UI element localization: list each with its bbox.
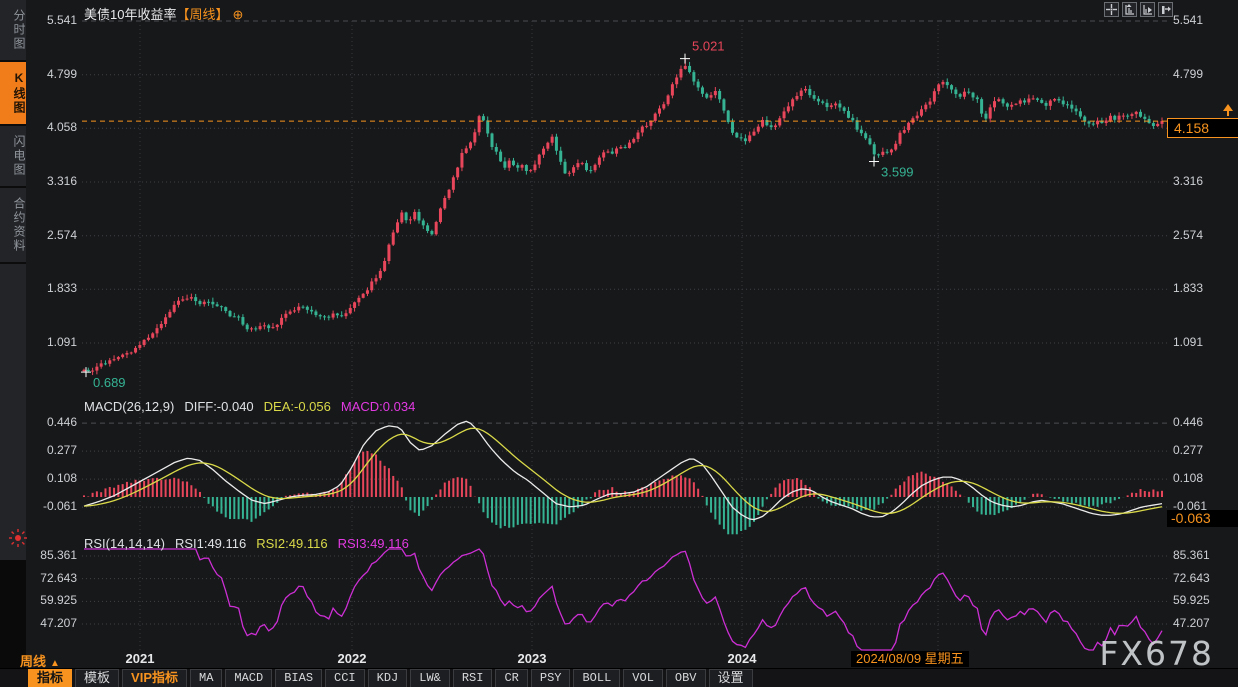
chart-title-row: 美债10年收益率【周线】 ⊕	[84, 4, 243, 23]
chart-plot-area[interactable]: 0.689 5.021 3.599	[0, 0, 1238, 652]
rsi3-value: RSI3:49.116	[337, 536, 409, 551]
toolbar-item-1[interactable]: 模板	[75, 668, 120, 687]
main-axis-right-4.799: 4.799	[1173, 66, 1204, 81]
main-axis-right-5.541: 5.541	[1173, 13, 1204, 27]
macd-dea-line	[83, 427, 1163, 515]
crosshair-icon[interactable]	[1104, 2, 1119, 17]
rsi-axis-right-59.925: 59.925	[1173, 593, 1210, 608]
main-axis-left-4.058: 4.058	[46, 120, 77, 135]
toolbar-item-10[interactable]: CR	[495, 668, 528, 687]
scale-right-icon[interactable]	[1140, 2, 1155, 17]
macd-axis-left-0.108: 0.108	[46, 471, 77, 486]
macd-diff-line	[83, 420, 1163, 521]
macd-axis-right-0.277: 0.277	[1173, 443, 1204, 458]
toolbar-item-5[interactable]: BIAS	[275, 668, 323, 687]
timeframe-tag: 【周线】	[176, 7, 229, 22]
x-axis-row: 周线▲ 20212022202320242025 2024/08/09 星期五	[0, 651, 1238, 669]
macd-dea-value: DEA:-0.056	[263, 399, 331, 414]
rsi-line	[84, 548, 1163, 651]
sidebar-tab-1[interactable]: K线图	[0, 62, 26, 126]
add-indicator-icon[interactable]: ⊕	[232, 7, 244, 22]
jump-to-end-icon[interactable]	[1158, 2, 1173, 17]
macd-axis-right-0.108: 0.108	[1173, 471, 1204, 486]
cursor-date-box: 2024/08/09 星期五	[851, 651, 969, 667]
macd-axis-left-0.277: 0.277	[46, 443, 77, 458]
toolbar-item-7[interactable]: KDJ	[367, 668, 408, 687]
macd-bar-value: MACD:0.034	[340, 399, 416, 414]
main-axis-left-4.799: 4.799	[46, 66, 77, 81]
toolbar-item-9[interactable]: RSI	[452, 668, 493, 687]
x-axis-year-2024: 2024	[727, 651, 757, 666]
macd-axis-right--0.061: -0.061	[1173, 499, 1208, 514]
instrument-title: 美债10年收益率	[84, 7, 177, 22]
macd-axis-left--0.061: -0.061	[42, 499, 77, 514]
toolbar-item-2[interactable]: VIP指标	[122, 668, 187, 687]
sidebar-tab-2[interactable]: 闪电图	[0, 126, 26, 188]
main-axis-left-3.316: 3.316	[46, 174, 77, 188]
macd-header: MACD(26,12,9) DIFF:-0.040 DEA:-0.056 MACD:0…	[84, 399, 425, 414]
price-annotation-3.599: 3.599	[881, 165, 914, 180]
price-annotations: 0.689 5.021 3.599	[81, 39, 914, 390]
main-axis-left-2.574: 2.574	[46, 227, 77, 242]
chart-tool-icons	[1104, 2, 1173, 17]
toolbar-item-8[interactable]: LW&	[410, 668, 450, 687]
brand-watermark: FX678	[1099, 634, 1214, 673]
toolbar-item-4[interactable]: MACD	[225, 668, 273, 687]
price-annotation-0.689: 0.689	[93, 375, 126, 390]
x-axis-year-2021: 2021	[125, 651, 155, 666]
rsi-axis-left-72.643: 72.643	[40, 570, 77, 585]
main-axis-left-5.541: 5.541	[46, 13, 77, 27]
main-axis-right-3.316: 3.316	[1173, 174, 1204, 188]
x-axis-year-2023: 2023	[517, 651, 547, 666]
sidebar-tab-3[interactable]: 合约资料	[0, 188, 26, 264]
toolbar-item-11[interactable]: PSY	[530, 668, 571, 687]
toolbar-item-15[interactable]: 设置	[708, 668, 753, 687]
sidebar-tab-0[interactable]: 分时图	[0, 0, 26, 62]
toolbar-item-12[interactable]: BOLL	[573, 668, 621, 687]
macd-histogram[interactable]	[83, 450, 1163, 535]
gridline-layer	[82, 20, 1168, 650]
rsi-label: RSI(14,14,14)	[84, 536, 165, 551]
toolbar-item-0[interactable]: 指标	[28, 668, 73, 687]
alert-icon[interactable]	[7, 527, 29, 554]
main-axis-left-1.091: 1.091	[46, 335, 77, 349]
rsi-axis-right-72.643: 72.643	[1173, 570, 1210, 585]
x-axis-year-2022: 2022	[337, 651, 367, 666]
macd-axis-right-0.446: 0.446	[1173, 415, 1204, 430]
last-price-box: 4.158	[1167, 118, 1238, 138]
price-annotation-5.021: 5.021	[692, 39, 725, 54]
toolbar-item-6[interactable]: CCI	[325, 668, 365, 687]
macd-axis-left-0.446: 0.446	[46, 415, 77, 430]
macd-diff-value: DIFF:-0.040	[184, 399, 254, 414]
rsi-axis-left-85.361: 85.361	[40, 547, 77, 562]
indicator-toolbar: 指标 模板 VIP指标 MA MACD BIAS CCI KDJ LW& RSI CR PSY BOLL…	[0, 668, 1238, 687]
main-axis-right-1.091: 1.091	[1173, 335, 1204, 349]
main-axis-left-1.833: 1.833	[46, 281, 77, 296]
rsi1-value: RSI1:49.116	[174, 536, 247, 551]
left-strip-filler	[0, 560, 26, 687]
rsi-header: RSI(14,14,14) RSI1:49.116 RSI2:49.116 RSI3:…	[84, 536, 419, 551]
main-axis-right-1.833: 1.833	[1173, 281, 1204, 296]
scale-up-icon[interactable]	[1122, 2, 1137, 17]
main-axis-right-2.574: 2.574	[1173, 227, 1204, 242]
macd-last-value-box: -0.063	[1167, 510, 1238, 527]
timeframe-selector[interactable]: 周线 ▲	[20, 654, 60, 669]
candlestick-series[interactable]	[82, 58, 1164, 376]
timeframe-arrow-icon: ▲	[50, 658, 60, 669]
rsi-axis-right-85.361: 85.361	[1173, 547, 1210, 562]
rsi-axis-left-59.925: 59.925	[40, 593, 77, 608]
toolbar-item-13[interactable]: VOL	[623, 668, 663, 687]
rsi-axis-right-47.207: 47.207	[1173, 616, 1210, 630]
toolbar-item-3[interactable]: MA	[190, 668, 223, 687]
left-tab-strip: 分时图 K线图 闪电图 合约资料	[0, 0, 26, 660]
macd-label: MACD(26,12,9)	[84, 399, 175, 414]
toolbar-item-14[interactable]: OBV	[665, 668, 706, 687]
last-candle-marker-icon	[1222, 104, 1234, 122]
rsi2-value: RSI2:49.116	[256, 536, 328, 551]
rsi-axis-left-47.207: 47.207	[40, 616, 77, 630]
